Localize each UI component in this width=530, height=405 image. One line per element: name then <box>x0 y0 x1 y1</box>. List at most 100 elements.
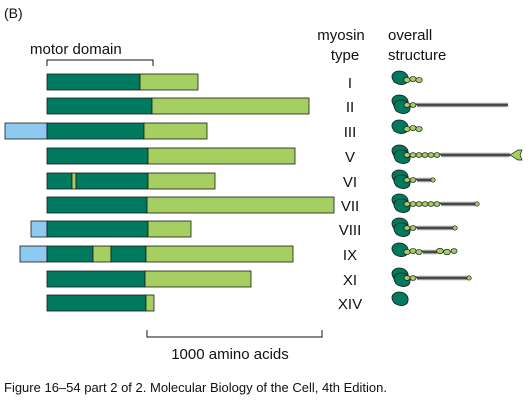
light-chain-bead <box>415 201 423 207</box>
coiled-coil-tail <box>415 177 433 183</box>
light-chain-bead <box>409 177 417 183</box>
light-chain-bead <box>409 248 417 254</box>
n-terminal-extension-segment <box>19 245 48 263</box>
tail-domain-segment <box>147 172 216 190</box>
light-chain-bead <box>433 201 441 207</box>
light-chain-bead <box>409 201 417 207</box>
light-chain-bead <box>433 152 441 158</box>
light-chain-bead <box>403 152 411 158</box>
myosin-type-header-line2: type <box>331 47 359 64</box>
myosin-type-label: VII <box>341 198 359 215</box>
light-chain-bead <box>403 77 411 83</box>
light-chain-bead <box>409 152 417 158</box>
light-chain-bead <box>427 201 435 207</box>
motor-domain-segment <box>46 270 146 288</box>
motor-domain-bracket <box>46 59 154 66</box>
light-chain-bead <box>415 126 423 132</box>
myosin-type-header-line1: myosin <box>317 27 365 44</box>
myosin-row-vii: VII <box>46 193 480 215</box>
light-chain-bead <box>409 225 417 231</box>
light-chain-bead <box>403 201 411 207</box>
myosin-row-v: V <box>46 144 523 166</box>
tail-domain-segment <box>71 172 77 190</box>
motor-domain-segment <box>46 294 147 312</box>
light-chain-bead <box>403 275 411 281</box>
motor-domain-label: motor domain <box>30 41 122 58</box>
tail-domain-segment <box>143 122 208 140</box>
overall-structure-header-line1: overall <box>388 27 432 44</box>
myosin-type-label: III <box>344 124 357 141</box>
myosin-row-i: I <box>46 70 423 92</box>
myosin-type-label: II <box>346 99 354 116</box>
light-chain-bead <box>409 125 417 131</box>
myosin-type-label: V <box>345 149 355 166</box>
myosin-type-label: XI <box>343 272 357 289</box>
tail-domain-segment <box>151 97 310 115</box>
myosin-row-iii: III <box>4 119 423 141</box>
light-chain-bead <box>427 152 435 158</box>
light-chain-bead <box>403 102 411 108</box>
myosin-row-xiv: XIV <box>46 291 409 313</box>
n-terminal-extension-segment <box>30 220 48 238</box>
myosin-row-vi: VI <box>46 169 436 191</box>
coiled-coil-tail <box>421 249 439 255</box>
motor-domain-segment <box>75 172 149 190</box>
globular-tail-bead <box>466 275 472 281</box>
light-chain-bead <box>409 275 417 281</box>
tail-domain-segment <box>145 245 294 263</box>
coiled-coil-tail <box>415 102 509 108</box>
tail-domain-segment <box>146 196 335 214</box>
overall-structure-header-line2: structure <box>388 47 446 64</box>
motor-domain-segment <box>46 245 94 263</box>
globular-tail-bead <box>443 248 451 256</box>
scale-bar <box>146 330 323 338</box>
globular-tail-bead <box>430 177 436 183</box>
myosin-row-ii: II <box>46 94 509 116</box>
light-chain-bead <box>403 249 411 255</box>
globular-tail-icon <box>509 149 523 161</box>
light-chain-bead <box>421 201 429 207</box>
light-chain-bead <box>421 152 429 158</box>
tail-domain-segment <box>147 220 192 238</box>
scale-label: 1000 amino acids <box>171 346 289 363</box>
myosin-type-label: VIII <box>339 222 362 239</box>
motor-domain-segment <box>110 245 147 263</box>
motor-domain-segment <box>46 97 153 115</box>
myosin-type-label: XIV <box>338 296 362 313</box>
coiled-coil-tail <box>415 275 469 281</box>
motor-domain-segment <box>46 220 149 238</box>
tail-domain-segment <box>144 270 252 288</box>
light-chain-bead <box>415 152 423 158</box>
myosin-row-xi: XI <box>46 267 472 289</box>
globular-tail-bead <box>450 248 458 254</box>
coiled-coil-tail <box>439 152 511 158</box>
light-chain-bead <box>415 249 423 255</box>
myosin-type-label: VI <box>343 174 357 191</box>
light-chain-bead <box>403 126 411 132</box>
motor-domain-segment <box>46 147 149 165</box>
coiled-coil-tail <box>439 201 477 207</box>
motor-domain-segment <box>46 172 73 190</box>
tail-domain-segment <box>147 147 296 165</box>
panel-label: (B) <box>4 5 23 21</box>
tail-domain-segment <box>139 73 199 91</box>
myosin-row-ix: IX <box>19 242 458 264</box>
myosin-type-label: IX <box>343 247 357 264</box>
myosin-type-label: I <box>348 75 352 92</box>
motor-domain-segment <box>46 122 145 140</box>
tail-domain-segment <box>145 294 155 312</box>
figure-caption: Figure 16–54 part 2 of 2. Molecular Biol… <box>4 380 387 395</box>
globular-tail-bead <box>474 201 480 207</box>
light-chain-bead <box>409 102 417 108</box>
motor-domain-segment <box>46 73 141 91</box>
motor-domain-segment <box>46 196 148 214</box>
light-chain-bead <box>403 225 411 231</box>
globular-tail-bead <box>436 247 444 255</box>
tail-domain-segment <box>92 245 112 263</box>
light-chain-bead <box>409 76 417 82</box>
light-chain-bead <box>415 77 423 83</box>
globular-tail-bead <box>452 225 458 231</box>
n-terminal-extension-segment <box>4 122 48 140</box>
